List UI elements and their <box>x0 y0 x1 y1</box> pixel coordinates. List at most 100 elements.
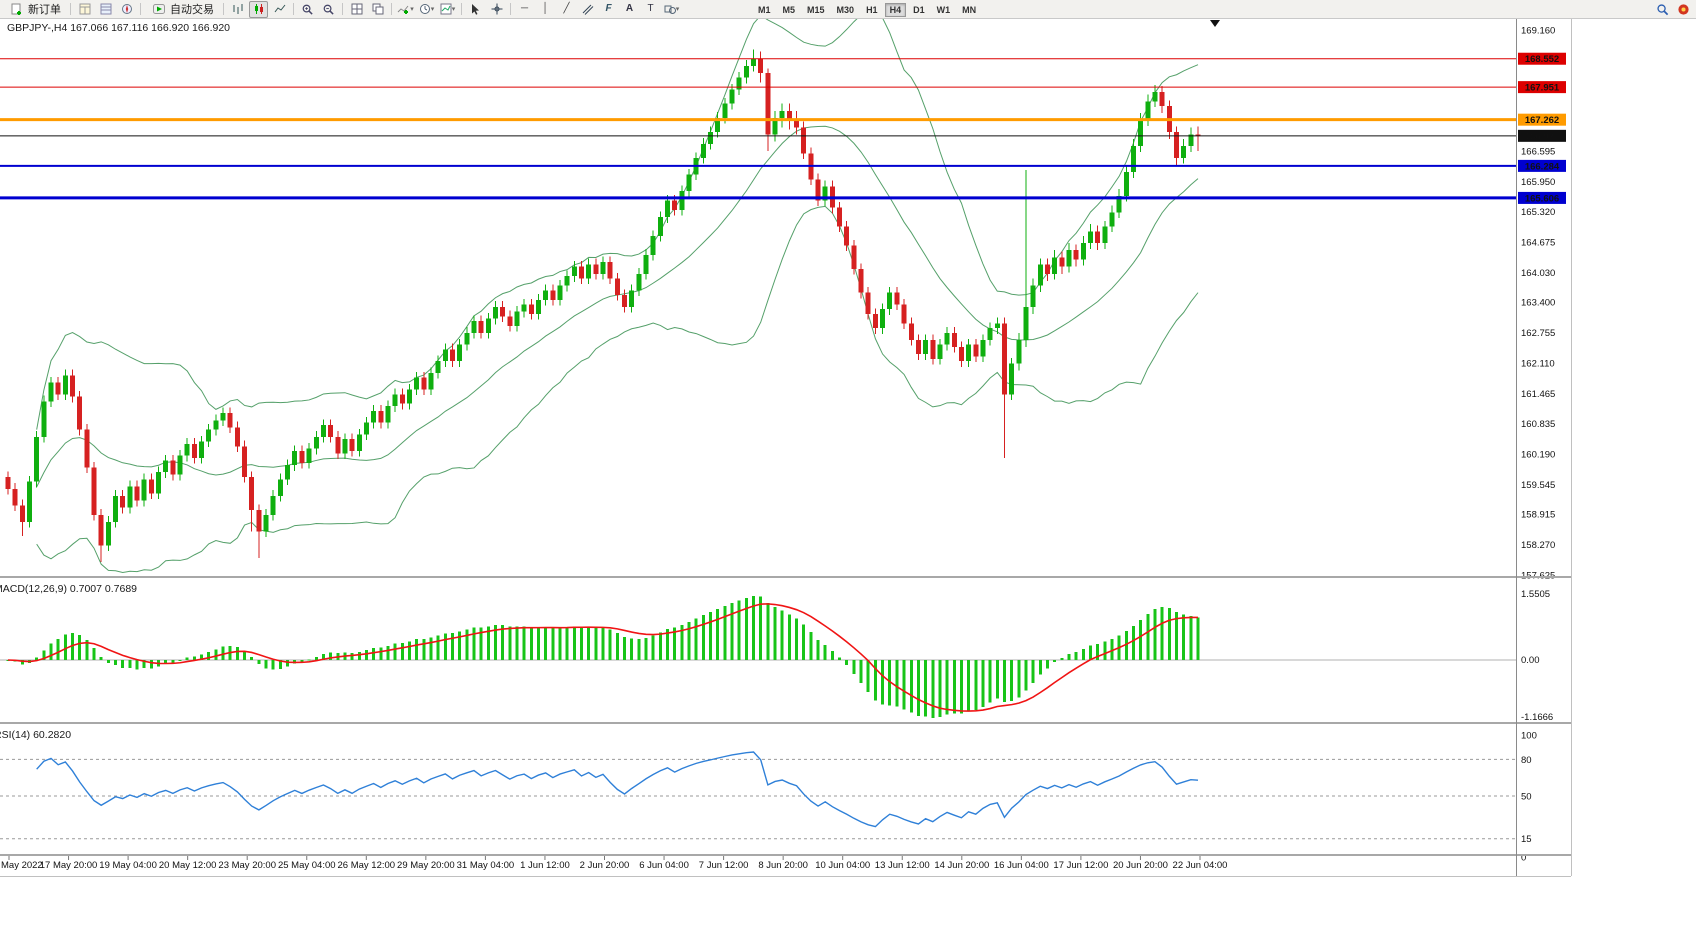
auto-trading-button[interactable]: 自动交易 <box>145 1 219 18</box>
time-tick-label: 2 Jun 20:00 <box>580 860 630 871</box>
price-badge-value: 168.552 <box>1525 54 1559 65</box>
rsi-indicator-label: RSI(14) 60.2820 <box>0 729 72 741</box>
cascade-windows-icon[interactable] <box>368 1 387 18</box>
time-tick-label: 19 May 04:00 <box>99 860 157 871</box>
time-tick-label: 1 Jun 12:00 <box>520 860 570 871</box>
price-badge-value: 167.951 <box>1525 83 1560 94</box>
shapes-tool-icon[interactable]: ▾ <box>662 1 681 18</box>
rsi-level-label: 0 <box>1521 853 1526 864</box>
macd-signal-line <box>7 603 1199 712</box>
timeframe-button-H1[interactable]: H1 <box>866 5 878 15</box>
price-tick-label: 158.270 <box>1521 540 1555 551</box>
price-badge-value: 165.606 <box>1525 193 1559 204</box>
price-tick-label: 165.950 <box>1521 177 1555 188</box>
rsi-level-label: 100 <box>1521 731 1537 742</box>
price-tick-label: 166.595 <box>1521 147 1555 158</box>
time-tick-label: 22 Jun 04:00 <box>1173 860 1228 871</box>
label-tool-icon[interactable]: T <box>647 3 654 14</box>
time-tick-label: 20 May 12:00 <box>159 860 217 871</box>
trendline-tool-icon[interactable]: ╱ <box>563 3 570 14</box>
zoom-in-icon[interactable] <box>298 1 317 18</box>
toolbar: 新订单 自动交易 ▾ ▾ ▾ ─ │ ╱ F A T ▾ M1 M5 M15 M30 H… <box>0 0 1696 19</box>
timeframe-button-M1[interactable]: M1 <box>758 5 771 15</box>
panel-splitter[interactable] <box>0 576 1571 578</box>
new-order-icon <box>9 1 24 18</box>
toolbar-separator <box>293 3 294 15</box>
auto-trading-icon <box>151 1 166 18</box>
bar-chart-icon[interactable] <box>228 1 247 18</box>
market-watch-icon[interactable] <box>75 1 94 18</box>
data-window-icon[interactable] <box>96 1 115 18</box>
price-badge-value: 166.284 <box>1525 161 1560 172</box>
price-tick-label: 169.160 <box>1521 26 1555 37</box>
timeframe-button-D1[interactable]: D1 <box>913 5 925 15</box>
timeframe-button-W1[interactable]: W1 <box>936 5 951 15</box>
navigator-icon[interactable] <box>117 1 136 18</box>
price-tick-label: 160.190 <box>1521 449 1555 460</box>
toolbar-separator <box>223 3 224 15</box>
macd-scale-bottom: -1.1666 <box>1521 712 1553 723</box>
time-tick-label: 31 May 04:00 <box>457 860 515 871</box>
macd-histogram <box>6 596 1200 718</box>
chart-title: GBPJPY-,H4 167.066 167.116 166.920 166.9… <box>7 22 231 34</box>
text-tool-icon[interactable]: A <box>625 3 634 14</box>
search-icon[interactable] <box>1653 1 1672 18</box>
price-tick-label: 162.755 <box>1521 328 1555 339</box>
timeframe-button-M15[interactable]: M15 <box>807 5 825 15</box>
time-tick-label: 26 May 12:00 <box>338 860 396 871</box>
time-tick-label: 29 May 20:00 <box>397 860 455 871</box>
time-tick-label: 10 Jun 04:00 <box>815 860 870 871</box>
community-icon[interactable] <box>1674 1 1693 18</box>
rsi-level-label: 15 <box>1521 834 1532 845</box>
indicators-icon[interactable]: ▾ <box>396 1 415 18</box>
price-badge <box>1518 129 1566 142</box>
horizontal-lines-layer: 168.552 167.951 167.262 166.920 166.284 165.6… <box>0 52 1566 204</box>
toolbar-separator <box>342 3 343 15</box>
line-chart-icon[interactable] <box>270 1 289 18</box>
zoom-out-icon[interactable] <box>319 1 338 18</box>
panel-splitter[interactable] <box>0 854 1571 856</box>
vertical-line-tool-icon[interactable]: │ <box>542 3 549 14</box>
rsi-level-label: 50 <box>1521 792 1532 803</box>
toolbar-separator <box>140 3 141 15</box>
candlestick-chart-icon[interactable] <box>249 0 268 18</box>
timeframe-button-MN[interactable]: MN <box>962 5 977 15</box>
periods-icon[interactable]: ▾ <box>417 1 436 18</box>
time-tick-label: 17 Jun 12:00 <box>1053 860 1108 871</box>
price-badge <box>1518 113 1566 126</box>
candles-layer <box>5 49 1201 563</box>
macd-indicator-label: MACD(12,26,9) 0.7007 0.7689 <box>0 583 138 595</box>
toolbar-separator <box>510 3 511 15</box>
panel-splitter[interactable] <box>0 722 1571 724</box>
price-badge-value: 167.262 <box>1525 115 1559 126</box>
price-tick-label: 164.675 <box>1521 237 1555 248</box>
channel-tool-icon[interactable] <box>578 1 597 18</box>
new-order-button[interactable]: 新订单 <box>3 1 66 18</box>
templates-icon[interactable]: ▾ <box>438 1 457 18</box>
shift-marker <box>1210 20 1220 27</box>
time-tick-label: 16 Jun 04:00 <box>994 860 1049 871</box>
price-badge <box>1518 52 1566 65</box>
tile-windows-icon[interactable] <box>347 1 366 18</box>
price-tick-label: 158.915 <box>1521 510 1555 521</box>
toolbar-separator <box>70 3 71 15</box>
price-tick-label: 161.465 <box>1521 389 1555 400</box>
macd-scale-top: 1.5505 <box>1521 589 1550 600</box>
time-tick-label: 17 May 20:00 <box>40 860 98 871</box>
horizontal-line-tool-icon[interactable]: ─ <box>520 3 529 14</box>
price-tick-label: 164.030 <box>1521 268 1555 279</box>
timeframe-button-M30[interactable]: M30 <box>836 5 855 15</box>
timeframe-bar: M1 M5 M15 M30 H1 H4 D1 W1 MN <box>752 0 982 18</box>
timeframe-button-M5[interactable]: M5 <box>782 5 796 15</box>
fibonacci-tool-icon[interactable]: F <box>605 3 612 14</box>
rsi-line <box>36 751 1199 828</box>
new-order-label: 新订单 <box>28 4 61 16</box>
time-tick-label: 20 Jun 20:00 <box>1113 860 1168 871</box>
timeframe-button-H4[interactable]: H4 <box>884 3 907 17</box>
crosshair-icon[interactable] <box>487 1 506 18</box>
price-badge <box>1518 81 1566 94</box>
cursor-icon[interactable] <box>466 1 485 18</box>
